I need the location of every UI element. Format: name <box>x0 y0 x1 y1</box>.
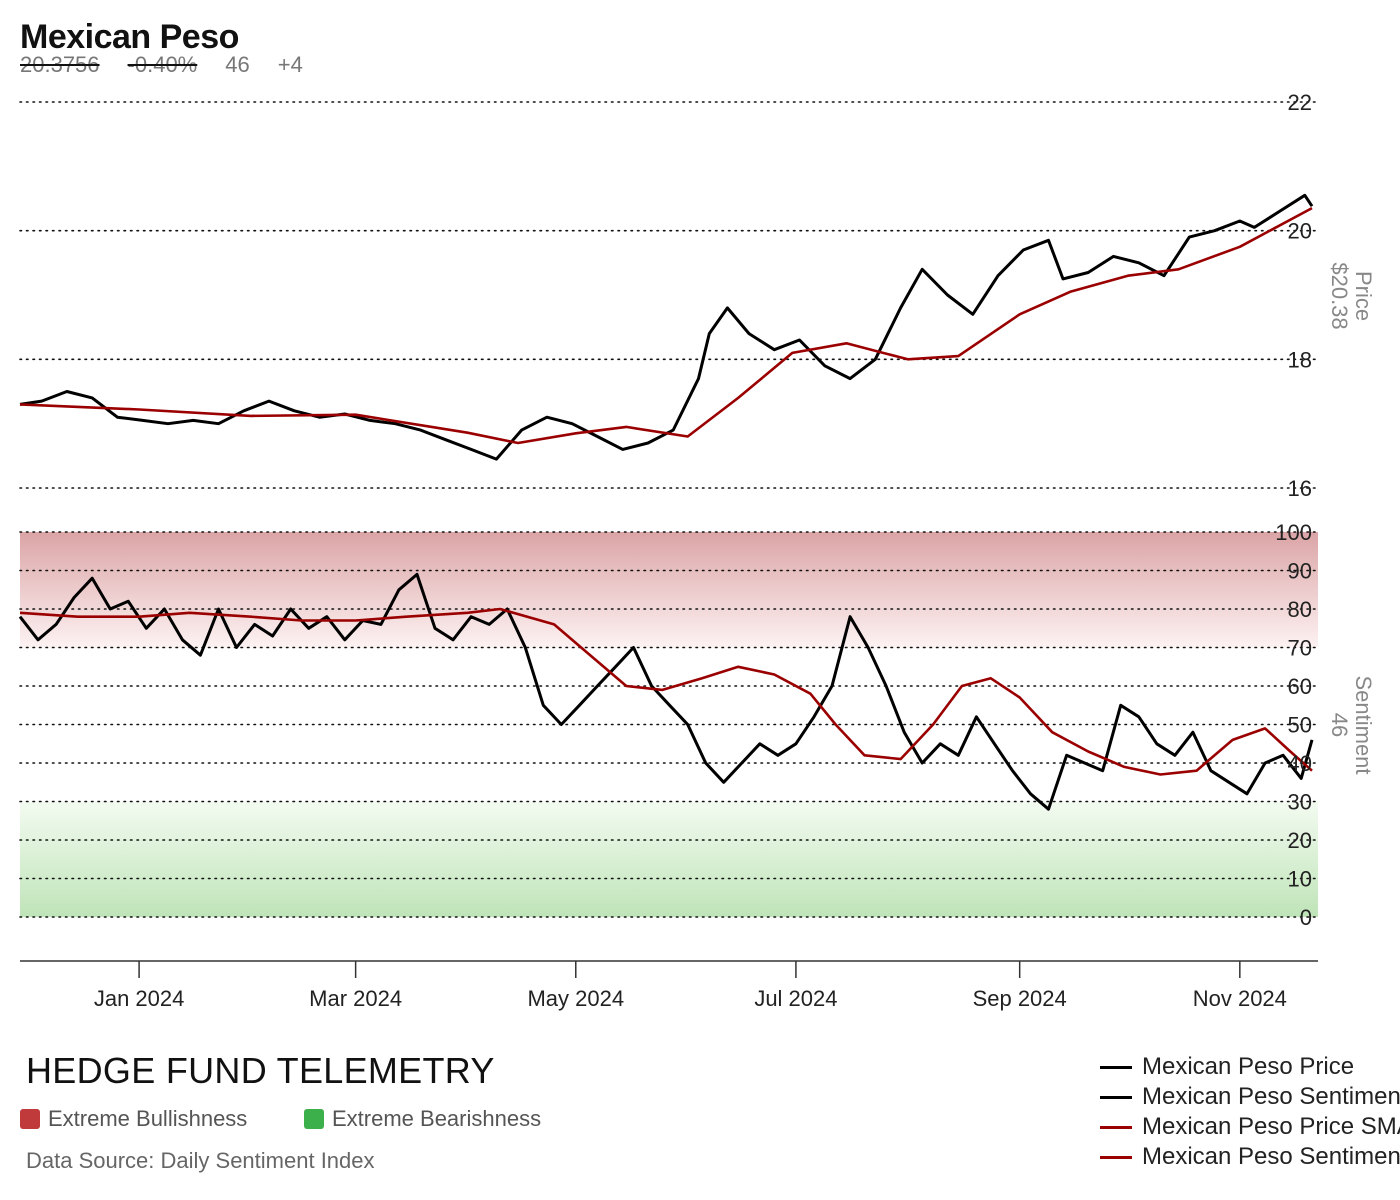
legend-item-price-sma[interactable]: Mexican Peso Price SMA <box>1100 1112 1400 1142</box>
header-change: -0.40% <box>127 52 198 77</box>
legend-label: Mexican Peso Sentiment SMA <box>1142 1143 1400 1170</box>
price-series-mexican-peso-price-sma <box>19 206 1313 445</box>
legend-label: Mexican Peso Price SMA <box>1142 1113 1400 1140</box>
sentiment-axis-title: Sentiment <box>1351 675 1376 774</box>
price-tick-label: 18 <box>1288 347 1312 372</box>
header-sentiment-change: +4 <box>277 52 303 77</box>
x-tick-label: May 2024 <box>527 986 624 1011</box>
legend-swatch <box>1100 1095 1132 1099</box>
sentiment-tick-label: 70 <box>1288 636 1312 661</box>
sentiment-tick-label: 40 <box>1288 751 1312 776</box>
sentiment-tick-label: 0 <box>1300 905 1312 930</box>
chart-title: Mexican Peso <box>20 18 239 56</box>
legend-swatch <box>1100 1155 1132 1159</box>
legend-item-sentiment[interactable]: Mexican Peso Sentiment <box>1100 1082 1400 1112</box>
sentiment-tick-label: 50 <box>1288 713 1312 738</box>
band-extreme-bearishness <box>20 801 1318 917</box>
legend-swatch <box>1100 1065 1132 1069</box>
sentiment-axis-value: 46 <box>1327 713 1352 737</box>
x-tick-label: Jul 2024 <box>754 986 837 1011</box>
bear-swatch <box>304 1109 324 1129</box>
legend-swatch <box>1100 1125 1132 1129</box>
bull-swatch <box>20 1109 40 1129</box>
sentiment-tick-label: 60 <box>1288 674 1312 699</box>
sentiment-tick-label: 80 <box>1288 597 1312 622</box>
brand-name: HEDGE FUND TELEMETRY <box>26 1050 495 1091</box>
bear-label: Extreme Bearishness <box>332 1106 542 1131</box>
price-tick-label: 20 <box>1288 219 1312 244</box>
sentiment-tick-label: 20 <box>1288 828 1312 853</box>
x-tick-label: Nov 2024 <box>1193 986 1287 1011</box>
header-price: 20.3756 <box>20 52 100 77</box>
sentiment-series-mexican-peso-sentiment-sma <box>19 607 1313 776</box>
chart-canvas: 16 18 20 22 0 10 20 30 40 50 60 70 80 90 100 Price$20.… <box>18 90 1376 1011</box>
sentiment-tick-label: 90 <box>1288 559 1312 584</box>
band-extreme-bullishness <box>20 532 1318 648</box>
price-series-mexican-peso-price <box>19 193 1314 461</box>
legend-item-sentiment-sma[interactable]: Mexican Peso Sentiment SMA <box>1100 1142 1400 1172</box>
price-tick-label: 22 <box>1288 90 1312 115</box>
x-tick-label: Mar 2024 <box>309 986 402 1011</box>
zone-legend-bull[interactable]: Extreme Bullishness <box>20 1106 247 1132</box>
series-legend: Mexican Peso Price Mexican Peso Sentimen… <box>1100 1052 1400 1172</box>
x-tick-label: Jan 2024 <box>94 986 185 1011</box>
legend-item-price[interactable]: Mexican Peso Price <box>1100 1052 1400 1082</box>
zone-legend-bear[interactable]: Extreme Bearishness <box>304 1106 541 1132</box>
bull-label: Extreme Bullishness <box>48 1106 248 1131</box>
sentiment-tick-label: 100 <box>1275 520 1312 545</box>
price-tick-label: 16 <box>1288 476 1312 501</box>
header-sentiment: 46 <box>225 52 250 77</box>
sentiment-tick-label: 10 <box>1288 867 1312 892</box>
sentiment-tick-label: 30 <box>1288 790 1312 815</box>
price-axis-title: Price <box>1351 271 1376 321</box>
x-tick-label: Sep 2024 <box>973 986 1067 1011</box>
data-source: Data Source: Daily Sentiment Index <box>26 1148 375 1173</box>
legend-label: Mexican Peso Price <box>1142 1053 1355 1080</box>
legend-label: Mexican Peso Sentiment <box>1142 1083 1400 1110</box>
header-stats: 20.3756 -0.40% 46 +4 <box>20 52 331 78</box>
sentiment-series-mexican-peso-sentiment <box>18 572 1314 811</box>
price-axis-value: $20.38 <box>1327 262 1352 329</box>
